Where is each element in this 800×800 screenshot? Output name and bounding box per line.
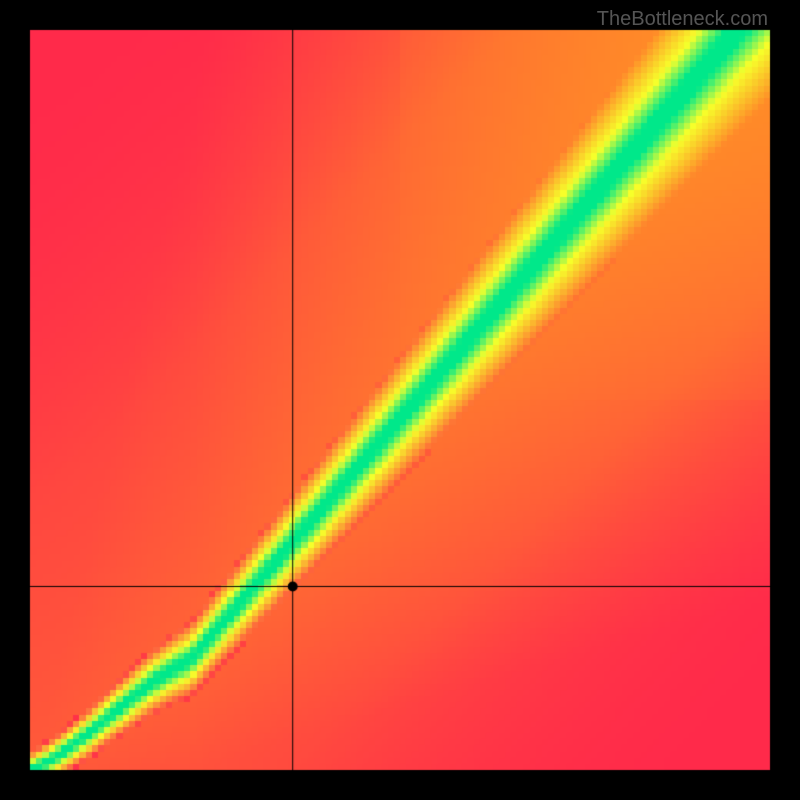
- bottleneck-heatmap: [0, 0, 800, 800]
- watermark-text: TheBottleneck.com: [597, 8, 768, 31]
- chart-container: TheBottleneck.com: [0, 0, 800, 800]
